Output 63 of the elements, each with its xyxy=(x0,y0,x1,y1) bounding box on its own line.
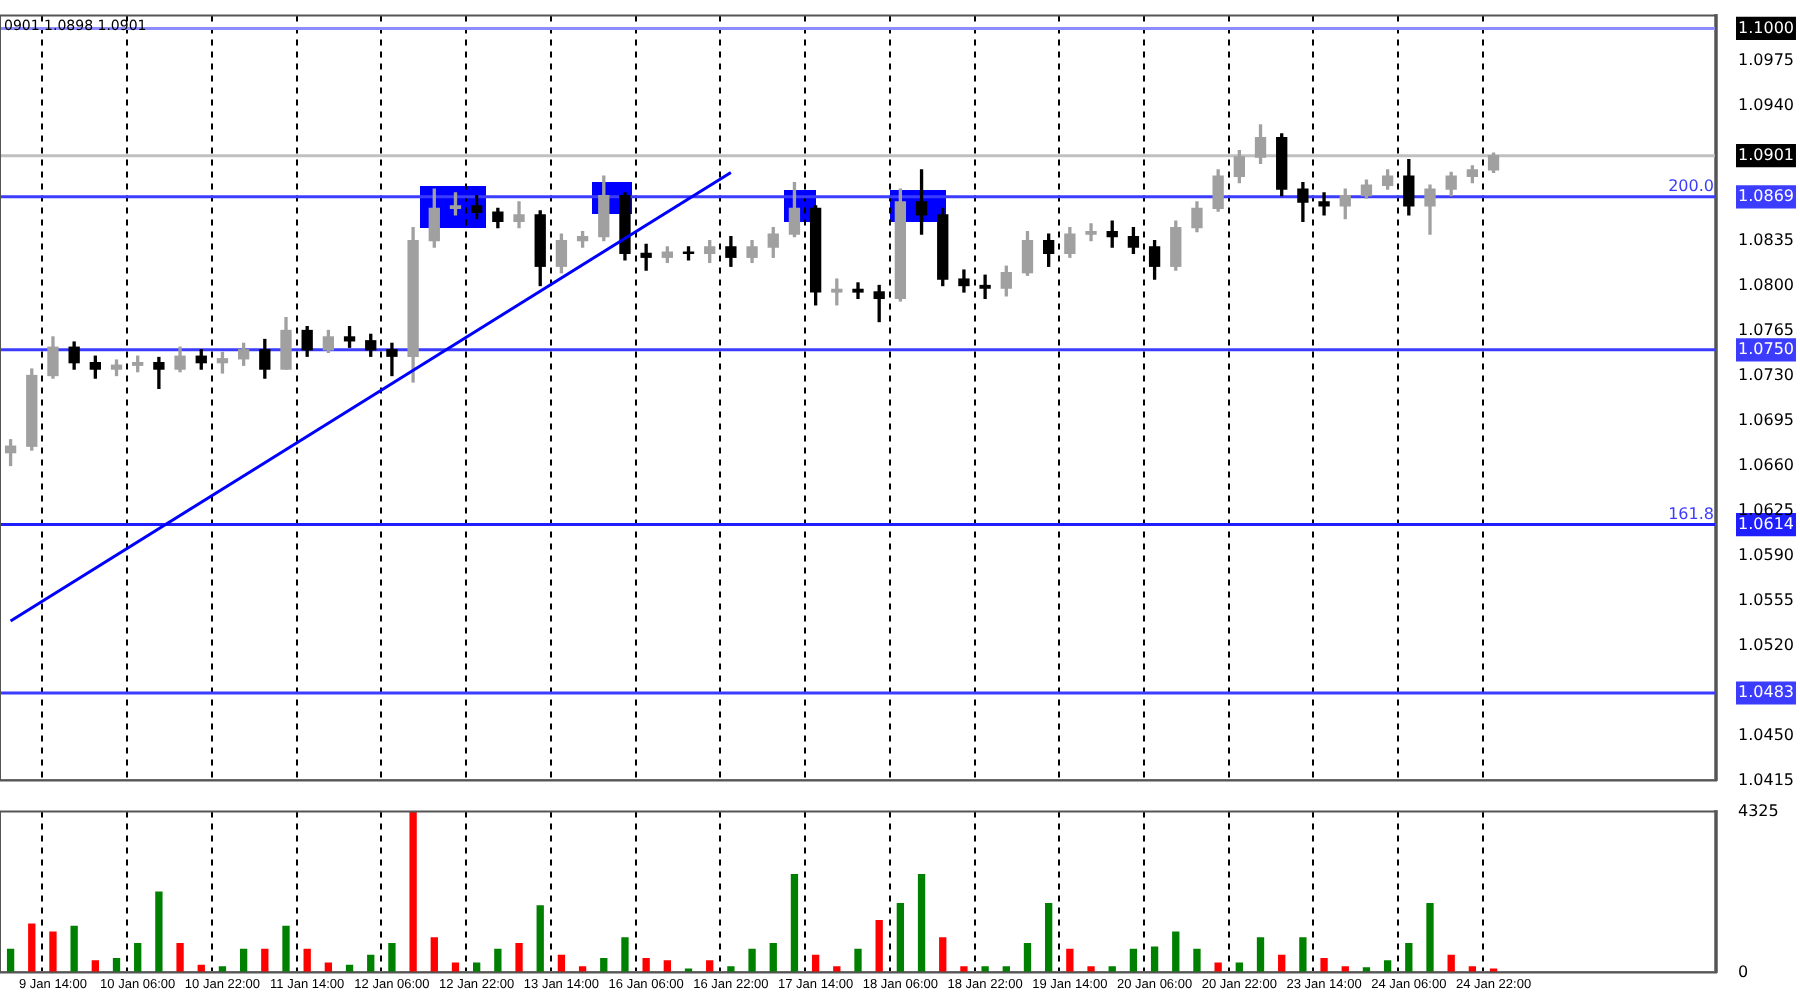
bar xyxy=(748,948,756,973)
bar xyxy=(49,931,57,973)
bar xyxy=(155,891,163,973)
bar xyxy=(917,873,926,973)
bar xyxy=(1426,902,1434,973)
bar xyxy=(896,902,905,973)
bar xyxy=(1405,943,1413,973)
y-tick-label: 1.0450 xyxy=(1738,725,1794,744)
candlestick xyxy=(1318,192,1330,216)
y-tick-label: 1.0483 xyxy=(1738,683,1794,702)
bar xyxy=(176,943,184,973)
bar xyxy=(1193,948,1201,973)
bar xyxy=(134,943,142,973)
bar xyxy=(1066,948,1074,973)
bar xyxy=(1320,957,1328,973)
bar xyxy=(1214,962,1222,973)
bar xyxy=(70,925,78,973)
candlestick xyxy=(153,356,165,390)
bar xyxy=(388,943,396,973)
bar xyxy=(282,925,290,973)
bar xyxy=(1172,931,1180,973)
bar xyxy=(536,905,544,973)
candlestick xyxy=(386,342,398,377)
bar xyxy=(939,937,947,973)
y-tick-label: 4325 xyxy=(1738,801,1779,820)
bar xyxy=(642,957,650,973)
candlestick xyxy=(852,282,864,300)
y-tick-label: 1.0660 xyxy=(1738,455,1794,474)
bar xyxy=(875,920,883,973)
y-tick-label: 1.0614 xyxy=(1738,514,1794,533)
y-tick-label: 1.0901 xyxy=(1738,145,1794,164)
y-tick-label: 1.0940 xyxy=(1738,95,1794,114)
bar xyxy=(621,937,629,973)
y-tick-label: 1.0590 xyxy=(1738,545,1794,564)
bar xyxy=(790,873,799,973)
bar xyxy=(515,943,523,973)
bar xyxy=(854,948,862,973)
candlestick xyxy=(1085,223,1097,242)
bar xyxy=(1045,902,1053,973)
annotation: 161.8 xyxy=(1668,504,1714,523)
bar xyxy=(409,811,417,973)
y-tick-label: 1.0555 xyxy=(1738,590,1794,609)
y-tick-label: 1.0835 xyxy=(1738,230,1794,249)
y-tick-label: 1.0750 xyxy=(1738,339,1794,358)
bar xyxy=(1299,937,1307,973)
bar xyxy=(430,937,438,973)
y-tick-label: 1.0975 xyxy=(1738,50,1794,69)
y-tick-label: 0 xyxy=(1738,962,1749,981)
annotation: 200.0 xyxy=(1668,176,1714,195)
y-tick-label: 1.1000 xyxy=(1738,18,1794,37)
y-tick-label: 1.0869 xyxy=(1738,186,1794,205)
y-tick-label: 1.0695 xyxy=(1738,410,1794,429)
bar xyxy=(769,943,777,973)
y-tick-label: 1.0800 xyxy=(1738,275,1794,294)
bar xyxy=(1150,946,1159,973)
y-tick-label: 1.0415 xyxy=(1738,770,1794,789)
y-tick-label: 1.0730 xyxy=(1738,365,1794,384)
bar xyxy=(1023,943,1032,973)
y-tick-label: 1.0765 xyxy=(1738,320,1794,339)
y-tick-label: 1.0520 xyxy=(1738,635,1794,654)
bar xyxy=(1256,937,1265,973)
bar xyxy=(28,923,36,973)
bar xyxy=(494,948,502,973)
